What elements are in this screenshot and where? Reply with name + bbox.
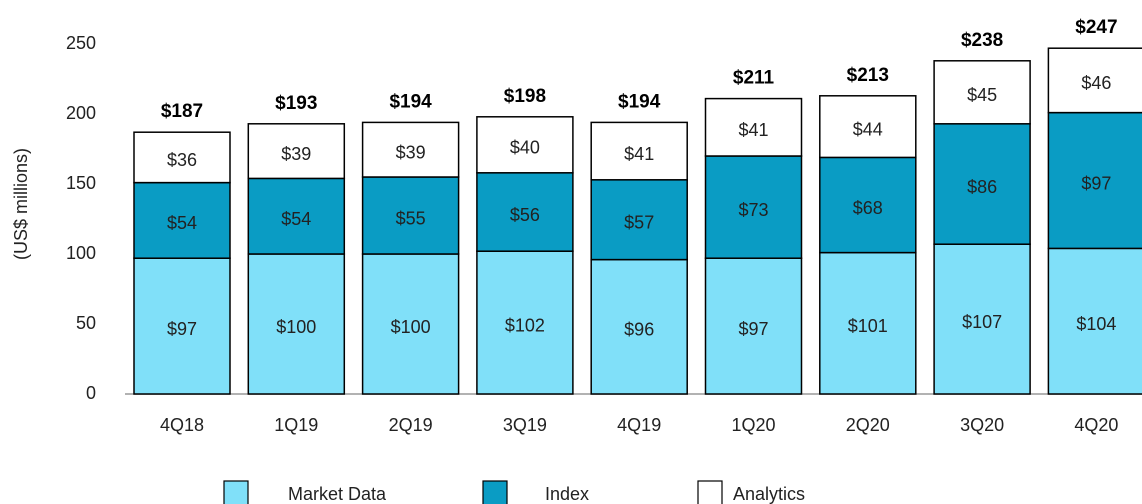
x-tick-label: 3Q19 [503,415,547,435]
bar-segment [476,250,574,395]
bar-segment [1047,247,1142,395]
total-label: $198 [504,86,546,107]
legend-label: Index [545,484,589,504]
x-tick-label: 4Q18 [160,415,204,435]
bar-segment [1047,47,1142,114]
value-label: $68 [853,198,883,218]
y-tick-label: 100 [66,243,96,263]
bar-segment [704,155,803,259]
bar-segment [361,121,460,178]
value-label: $107 [962,312,1002,332]
value-label: $46 [1081,73,1111,93]
total-label: $211 [733,68,775,89]
bar-segment [476,172,574,252]
y-tick-label: 150 [66,173,96,193]
bar-segment [361,176,460,255]
x-tick-label: 4Q20 [1074,415,1118,435]
value-label: $56 [510,205,540,225]
x-tick-label: 2Q19 [389,415,433,435]
total-label: $187 [161,101,203,122]
value-label: $100 [391,317,431,337]
value-label: $39 [281,144,311,164]
legend-swatch [482,480,508,504]
x-tick-label: 4Q19 [617,415,661,435]
total-label: $194 [389,91,432,112]
bar-segment [590,258,688,395]
y-tick-label: 0 [86,383,96,403]
value-label: $104 [1076,314,1116,334]
value-label: $86 [967,177,997,197]
value-label: $41 [738,120,768,140]
value-label: $40 [510,138,540,158]
x-tick-label: 2Q20 [846,415,890,435]
value-label: $73 [738,200,768,220]
value-label: $96 [624,320,654,340]
bar-segment [933,123,1031,245]
value-label: $97 [1081,173,1111,193]
value-label: $100 [276,317,316,337]
bar-segment [590,179,688,261]
value-label: $55 [396,208,426,228]
total-label: $193 [275,93,317,114]
value-label: $54 [281,209,311,229]
bar-segment [590,121,688,181]
total-label: $247 [1075,17,1117,38]
y-tick-label: 50 [76,313,96,333]
x-tick-label: 1Q20 [731,415,775,435]
value-label: $45 [967,85,997,105]
value-label: $41 [624,144,654,164]
value-label: $57 [624,212,654,232]
value-label: $54 [167,213,197,233]
value-label: $36 [167,150,197,170]
bar-segment [933,60,1031,125]
bar-segment [819,156,917,254]
total-label: $238 [961,30,1003,51]
legend-label: Analytics [733,484,805,504]
x-tick-label: 1Q19 [274,415,318,435]
bar-segment [247,123,346,180]
bar-segment [247,177,346,255]
bar-segment [704,257,803,395]
value-label: $101 [848,316,888,336]
value-label: $102 [505,315,545,335]
legend-swatch [697,480,723,504]
legend-label: Market Data [288,484,387,504]
value-label: $97 [167,319,197,339]
bar-segment [476,116,574,174]
value-label: $97 [738,319,768,339]
bar-segment [1047,111,1142,250]
bar-segment [819,251,917,395]
bar-segment [933,243,1031,395]
legend-swatch [223,480,249,504]
bar-segment [133,131,231,184]
bar-segment [819,95,917,159]
total-label: $194 [618,91,661,112]
x-tick-label: 3Q20 [960,415,1004,435]
y-tick-label: 250 [66,33,96,53]
bar-segment [704,97,803,157]
total-label: $213 [847,65,889,86]
y-tick-label: 200 [66,103,96,123]
bar-segment [361,253,460,395]
y-axis-label: (US$ millions) [11,148,31,260]
value-label: $39 [396,142,426,162]
bar-segment [133,181,231,259]
bar-segment [133,257,231,395]
value-label: $44 [853,119,883,139]
bar-segment [247,253,346,395]
